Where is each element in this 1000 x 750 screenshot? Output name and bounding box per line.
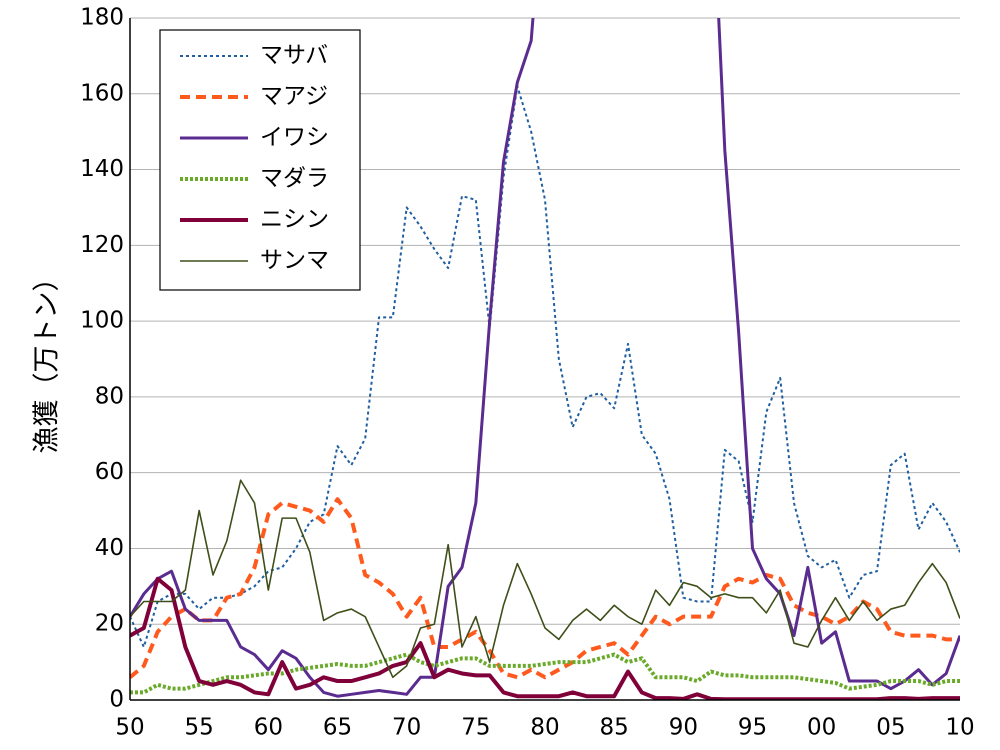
x-tick-label: 80 bbox=[530, 715, 559, 741]
y-tick-label: 180 bbox=[80, 5, 124, 31]
legend-box bbox=[159, 29, 361, 291]
series-line bbox=[130, 85, 960, 648]
y-tick-label: 20 bbox=[95, 611, 124, 637]
plot-area bbox=[130, 18, 960, 700]
series-line bbox=[130, 652, 960, 695]
x-tick-label: 05 bbox=[876, 715, 905, 741]
legend-label: ニシン bbox=[260, 207, 329, 233]
y-axis-title: 漁獲（万トン） bbox=[32, 265, 63, 454]
y-tick-label: 0 bbox=[109, 687, 124, 713]
x-tick-label: 65 bbox=[323, 715, 352, 741]
x-tick-label: 00 bbox=[807, 715, 836, 741]
x-tick-label: 55 bbox=[185, 715, 214, 741]
x-tick-label: 75 bbox=[461, 715, 490, 741]
x-tick-label: 70 bbox=[392, 715, 421, 741]
series-line bbox=[130, 479, 960, 679]
y-tick-label: 80 bbox=[95, 383, 124, 409]
x-tick-label: 85 bbox=[600, 715, 629, 741]
legend-label: サンマ bbox=[260, 248, 329, 274]
x-tick-label: 90 bbox=[669, 715, 698, 741]
y-tick-label: 40 bbox=[95, 535, 124, 561]
y-tick-label: 140 bbox=[80, 156, 124, 182]
x-tick-label: 60 bbox=[254, 715, 283, 741]
x-tick-label: 95 bbox=[738, 715, 767, 741]
y-tick-label: 120 bbox=[80, 232, 124, 258]
x-tick-label: 50 bbox=[115, 715, 144, 741]
y-tick-label: 100 bbox=[80, 308, 124, 334]
y-tick-label: 60 bbox=[95, 459, 124, 485]
y-tick-label: 160 bbox=[80, 80, 124, 106]
x-tick-label: 10 bbox=[945, 715, 974, 741]
legend-label: イワシ bbox=[260, 125, 329, 151]
legend-label: マアジ bbox=[260, 84, 328, 110]
series-line bbox=[130, 497, 960, 680]
series-line bbox=[130, 576, 960, 700]
legend-label: マサバ bbox=[260, 43, 328, 69]
legend-label: マダラ bbox=[260, 166, 329, 192]
series-line bbox=[130, 18, 960, 698]
